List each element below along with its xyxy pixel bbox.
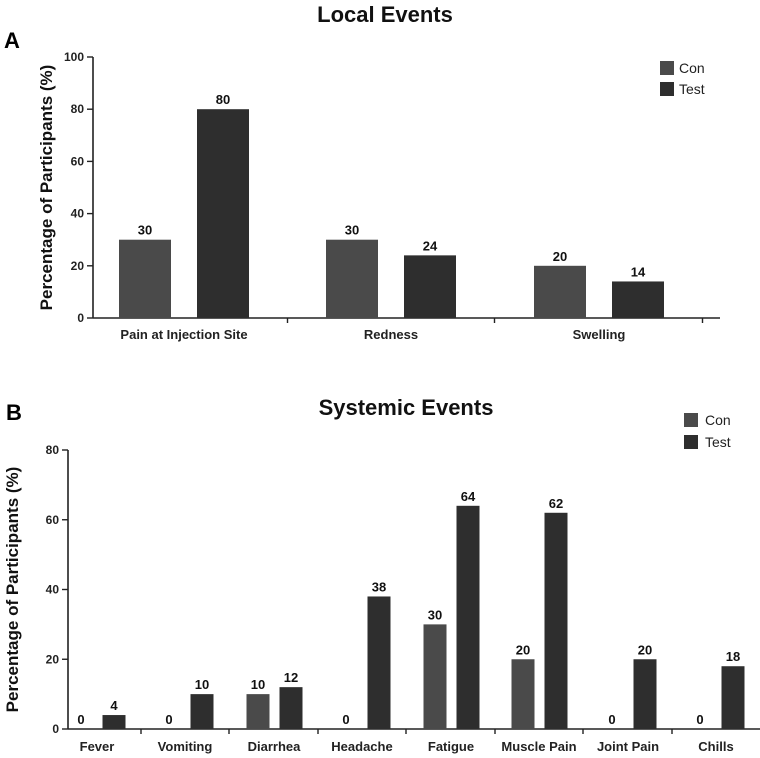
data-label: 20 [553, 249, 567, 264]
data-label: 0 [608, 712, 615, 727]
bar-test [456, 505, 480, 729]
data-label: 12 [284, 670, 298, 685]
category-label: Fever [80, 739, 115, 754]
y-tick-label: 60 [71, 154, 85, 168]
legend-label-test: Test [679, 81, 705, 97]
data-label: 30 [345, 223, 359, 238]
data-label: 0 [342, 712, 349, 727]
category-label: Headache [331, 739, 392, 754]
data-label: 0 [696, 712, 703, 727]
y-axis-label: Percentage of Participants (%) [37, 65, 56, 311]
data-label: 24 [423, 238, 438, 253]
category-label: Redness [364, 327, 418, 342]
category-label: Swelling [573, 327, 626, 342]
bar-con [119, 239, 171, 318]
bar-test [279, 687, 303, 729]
bar-test [721, 666, 745, 729]
y-tick-label: 80 [46, 443, 60, 457]
y-tick-label: 60 [46, 513, 60, 527]
y-tick-label: 0 [77, 311, 84, 325]
panel-letter: A [4, 28, 20, 53]
y-tick-label: 40 [71, 207, 85, 221]
bar-con [326, 239, 378, 318]
y-tick-label: 40 [46, 583, 60, 597]
category-label: Muscle Pain [501, 739, 576, 754]
bar-test [102, 715, 126, 729]
data-label: 10 [195, 677, 209, 692]
bar-con [534, 265, 586, 318]
data-label: 10 [251, 677, 265, 692]
data-label: 20 [638, 642, 652, 657]
panel-letter: B [6, 400, 22, 425]
y-tick-label: 100 [64, 50, 84, 64]
legend-swatch-test [660, 82, 674, 96]
bar-con [246, 694, 270, 729]
bar-test [612, 281, 664, 318]
bar-test [404, 255, 456, 318]
data-label: 20 [516, 642, 530, 657]
y-tick-label: 0 [52, 722, 59, 736]
bar-test [190, 694, 214, 729]
y-tick-label: 20 [71, 259, 85, 273]
category-label: Fatigue [428, 739, 474, 754]
y-tick-label: 20 [46, 652, 60, 666]
y-tick-label: 80 [71, 102, 85, 116]
legend-swatch-con [660, 61, 674, 75]
category-label: Chills [698, 739, 733, 754]
category-label: Joint Pain [597, 739, 659, 754]
data-label: 0 [165, 712, 172, 727]
data-label: 64 [461, 489, 476, 504]
data-label: 30 [428, 607, 442, 622]
data-label: 38 [372, 579, 386, 594]
bar-test [544, 512, 568, 729]
bar-con [511, 659, 535, 729]
data-label: 30 [138, 223, 152, 238]
y-axis-label: Percentage of Participants (%) [3, 467, 22, 713]
data-label: 0 [77, 712, 84, 727]
data-label: 80 [216, 92, 230, 107]
bar-test [633, 659, 657, 729]
chart-title: Systemic Events [319, 395, 494, 420]
category-label: Vomiting [158, 739, 213, 754]
legend-label-con: Con [679, 60, 705, 76]
legend-label-con: Con [705, 412, 731, 428]
data-label: 4 [110, 698, 118, 713]
legend-swatch-con [684, 413, 698, 427]
bar-con [423, 624, 447, 729]
category-label: Diarrhea [248, 739, 302, 754]
data-label: 62 [549, 496, 563, 511]
data-label: 14 [631, 264, 646, 279]
legend-swatch-test [684, 435, 698, 449]
bar-test [197, 109, 249, 318]
data-label: 18 [726, 649, 740, 664]
bar-test [367, 596, 391, 729]
category-label: Pain at Injection Site [120, 327, 247, 342]
legend-label-test: Test [705, 434, 731, 450]
chart-title: Local Events [317, 2, 453, 27]
